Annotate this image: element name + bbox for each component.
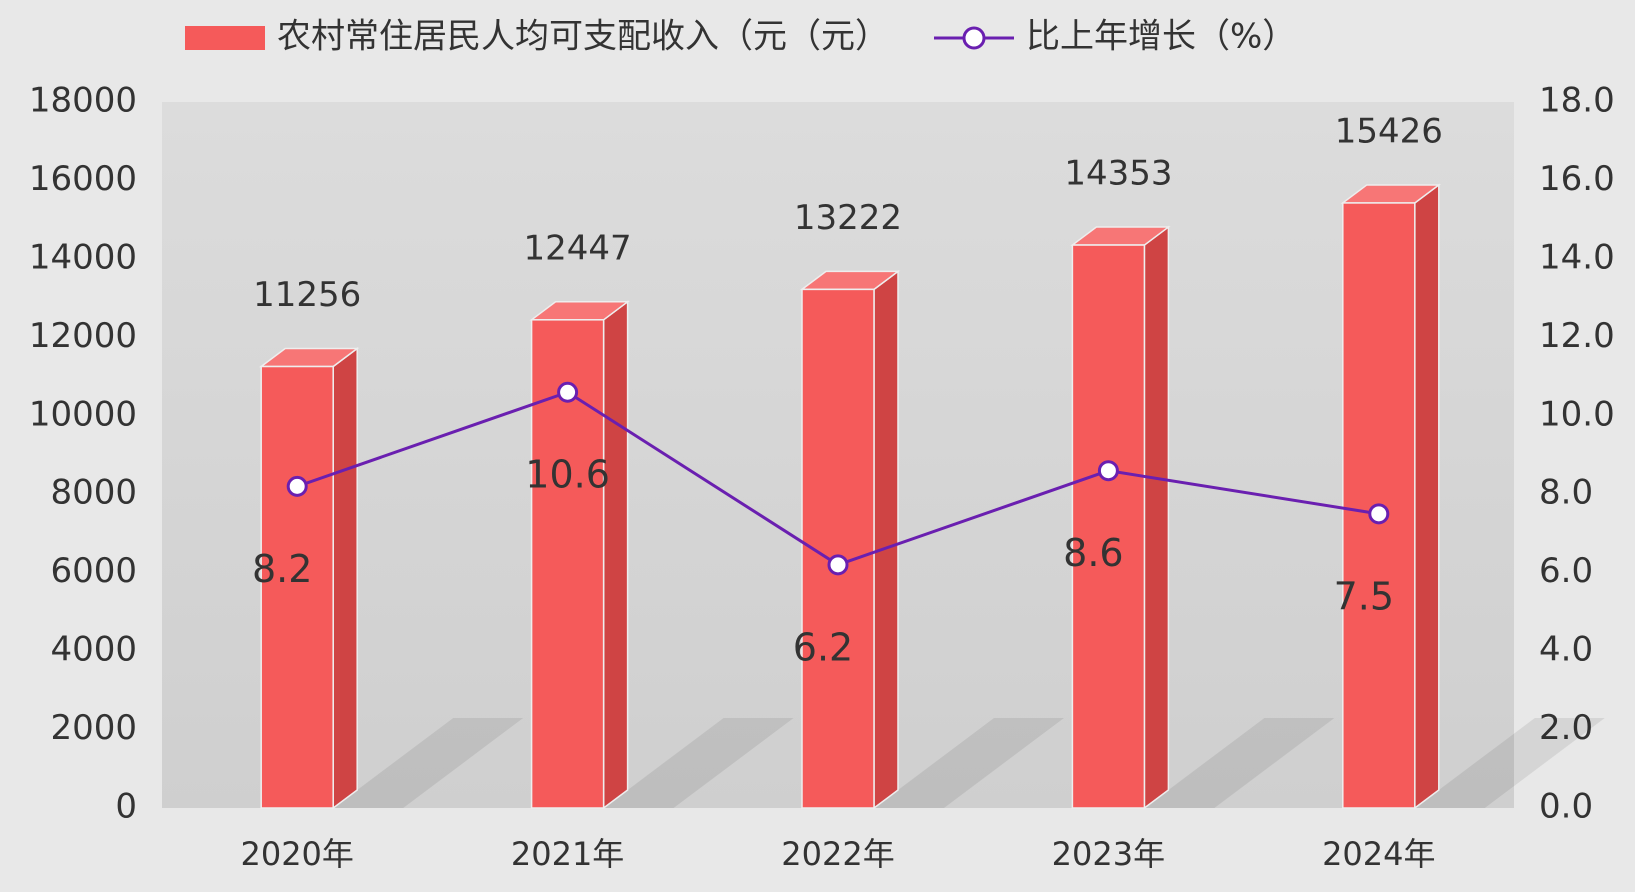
y2-tick-label: 18.0	[1539, 81, 1615, 121]
bar	[260, 365, 334, 809]
bar-shadow	[603, 718, 794, 808]
bar-shadow	[333, 718, 524, 808]
y2-tick-label: 14.0	[1539, 237, 1615, 277]
y-tick-label: 16000	[29, 159, 137, 199]
y-tick-label: 10000	[29, 394, 137, 434]
bar-shadow	[874, 718, 1064, 808]
y-tick-label: 0	[115, 787, 137, 827]
line-value-label: 10.6	[525, 453, 610, 497]
bar-side	[602, 300, 629, 810]
legend-label: 比上年增长（%）	[1026, 17, 1296, 57]
bar-side	[1414, 183, 1440, 810]
y-tick-label: 2000	[50, 708, 137, 748]
bar-side	[1143, 225, 1170, 810]
legend-label: 农村常住居民人均可支配收入（元（元）	[277, 17, 889, 57]
line-point	[286, 475, 308, 497]
x-tick-label: 2021年	[511, 835, 624, 873]
y-tick-label: 18000	[29, 81, 137, 121]
bar-value-label: 13222	[794, 198, 902, 238]
legend-swatch-point	[962, 26, 986, 50]
y2-tick-label: 12.0	[1539, 316, 1615, 356]
y2-tick-label: 4.0	[1539, 630, 1593, 670]
bar-value-label: 14353	[1064, 154, 1172, 194]
line-value-label: 8.6	[1063, 531, 1123, 575]
x-tick-label: 2022年	[781, 835, 894, 873]
bar-side	[873, 269, 899, 810]
bar-side	[332, 347, 358, 810]
y-tick-label: 12000	[29, 316, 137, 356]
y2-tick-label: 8.0	[1539, 473, 1593, 513]
bar-value-label: 15426	[1335, 111, 1443, 151]
line-point	[557, 381, 579, 403]
line-point	[1097, 460, 1119, 482]
y2-tick-label: 10.0	[1539, 394, 1615, 434]
x-tick-label: 2023年	[1052, 835, 1165, 873]
line-value-label: 6.2	[793, 625, 853, 669]
y2-tick-label: 6.0	[1539, 551, 1593, 591]
y2-tick-label: 2.0	[1539, 708, 1593, 748]
y-tick-label: 14000	[29, 237, 137, 277]
y2-tick-label: 0.0	[1539, 787, 1593, 827]
x-tick-label: 2024年	[1322, 835, 1435, 873]
y-tick-label: 8000	[50, 473, 137, 513]
line-value-label: 7.5	[1334, 574, 1394, 618]
bar-shadow	[1414, 718, 1605, 808]
y2-tick-label: 16.0	[1539, 159, 1615, 199]
bar-value-label: 11256	[253, 275, 361, 315]
y-tick-label: 6000	[50, 551, 137, 591]
bar	[1071, 244, 1146, 809]
y-tick-label: 4000	[50, 630, 137, 670]
line-value-label: 8.2	[252, 547, 312, 591]
x-tick-label: 2020年	[240, 835, 353, 873]
line-point	[827, 554, 849, 576]
legend-swatch	[185, 26, 265, 50]
line-point	[1368, 503, 1390, 525]
bar-shadow	[1144, 718, 1335, 808]
bar-value-label: 12447	[524, 228, 632, 268]
